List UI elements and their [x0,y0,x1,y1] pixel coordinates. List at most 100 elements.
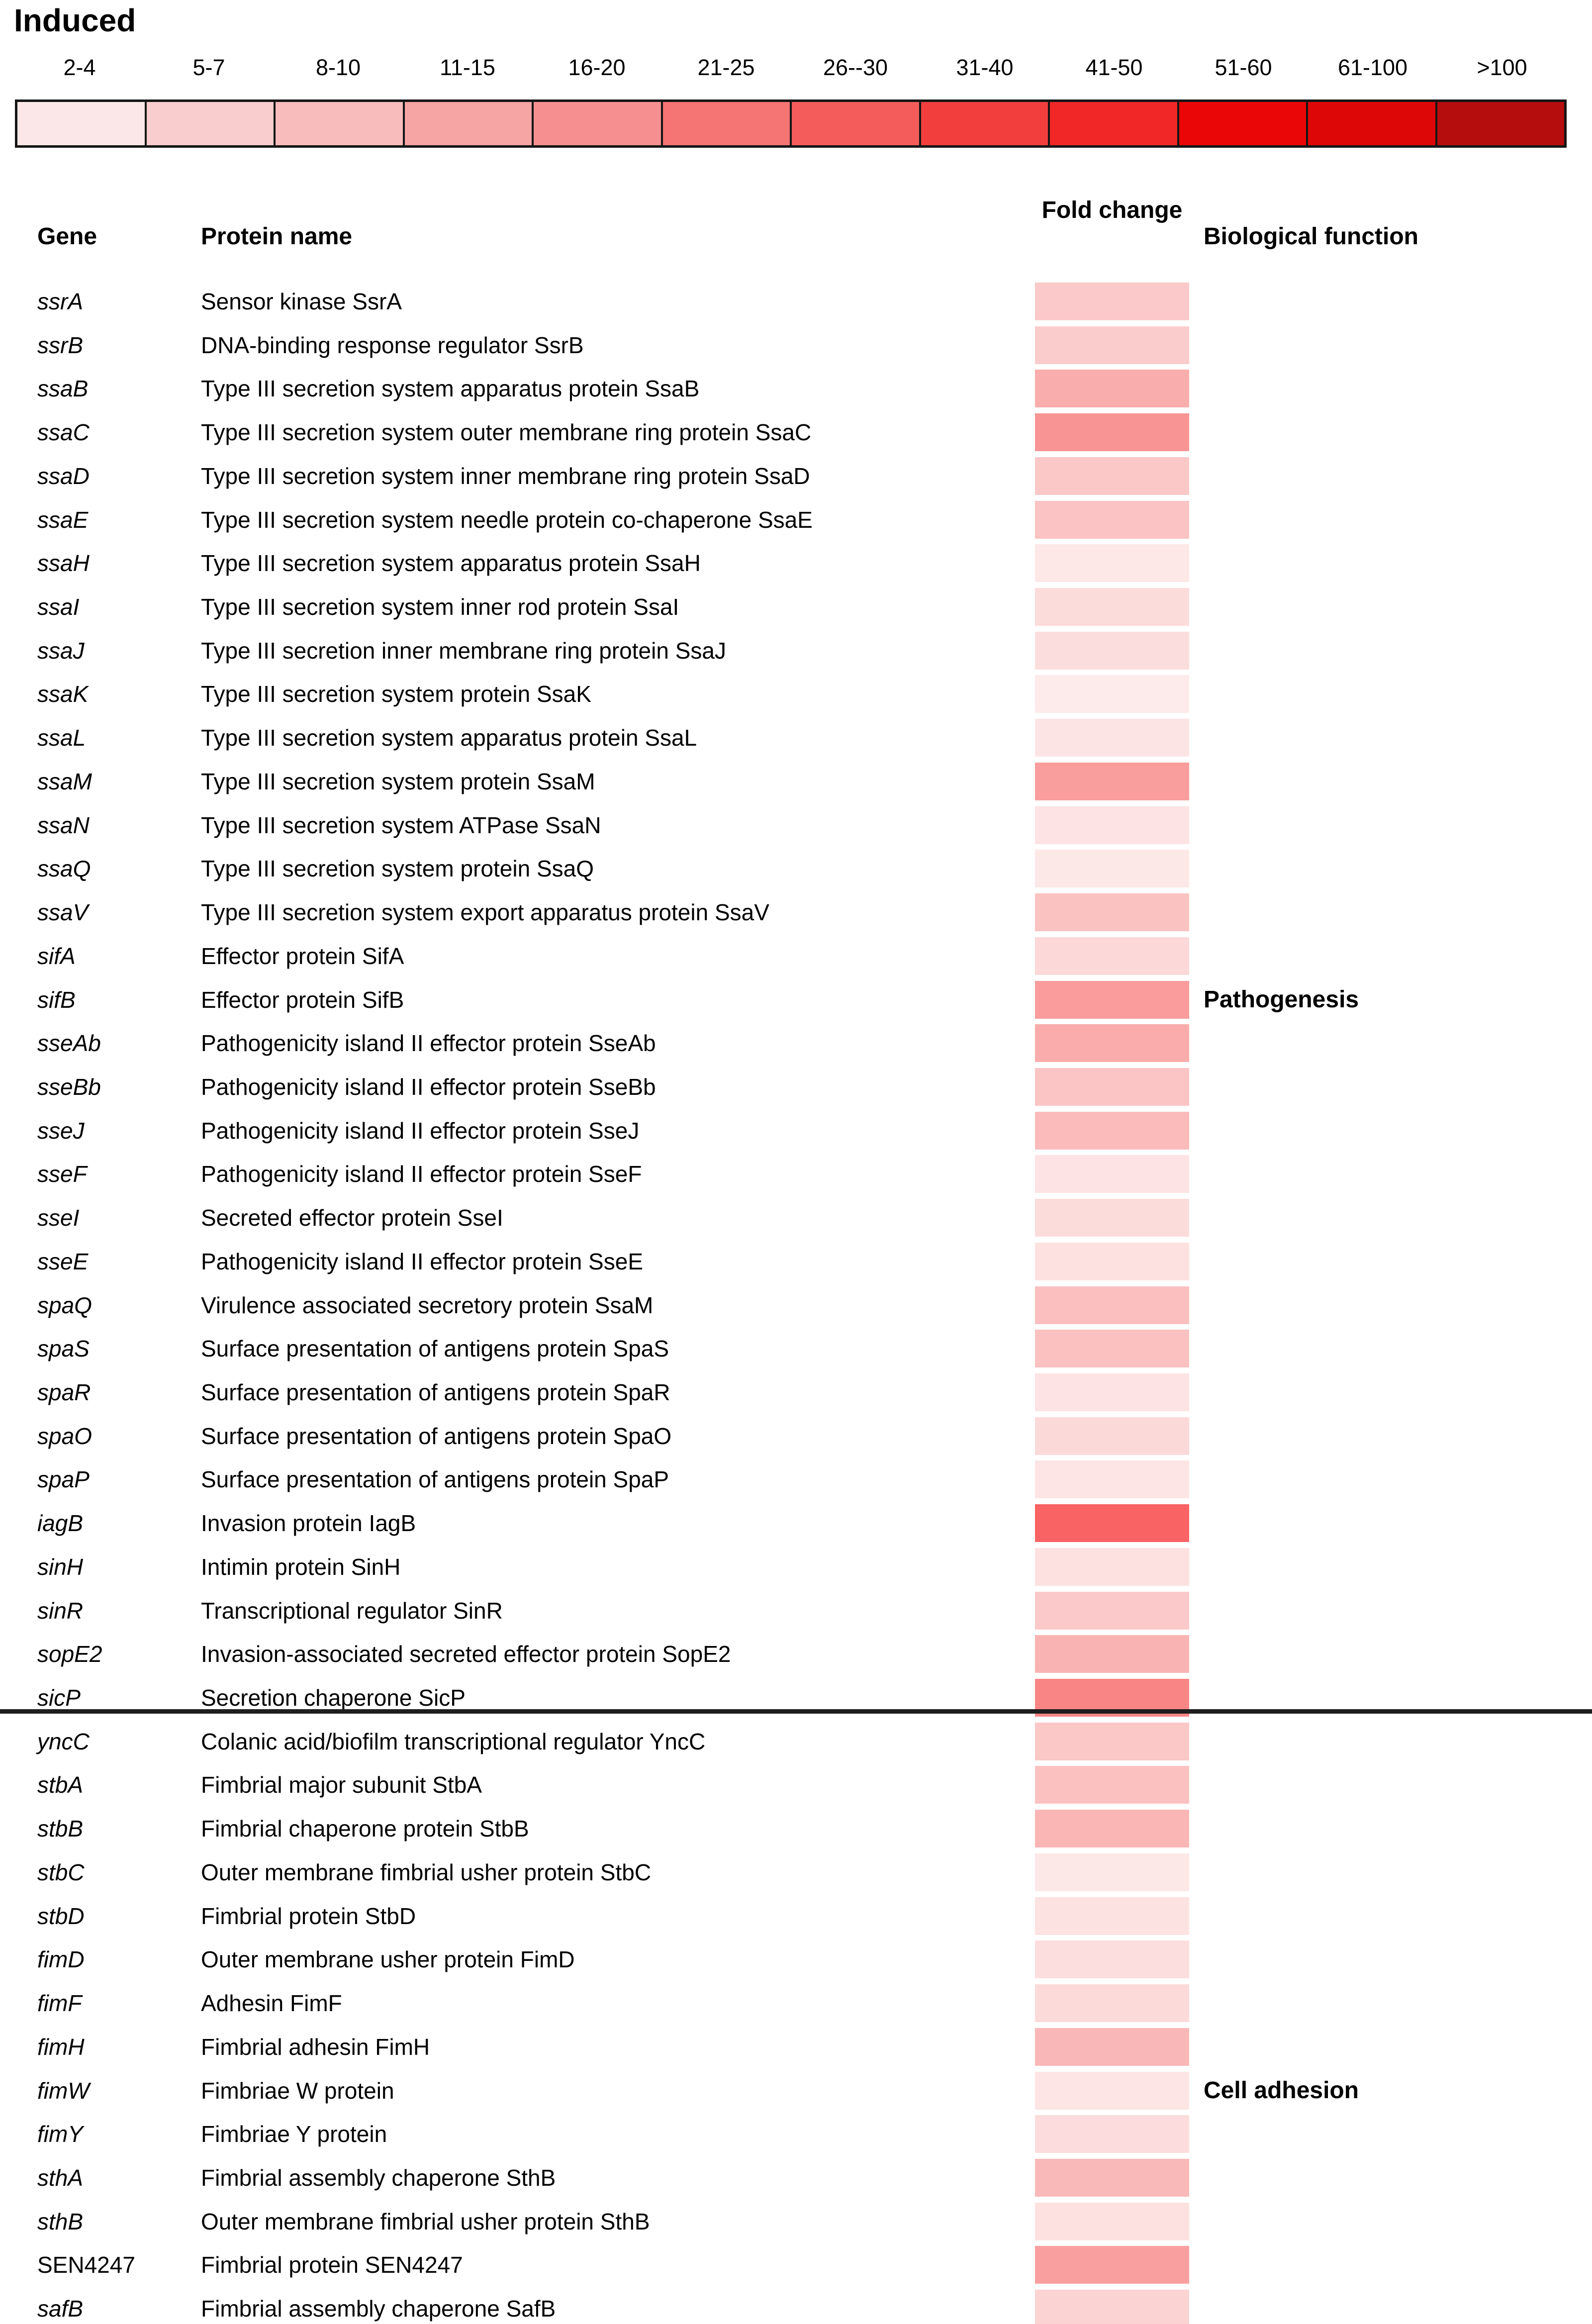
fold-change-cell [1035,1635,1189,1673]
table-row: ssaI Type III secretion system inner rod … [0,585,1592,629]
protein-name: Surface presentation of antigens protein… [201,1379,670,1405]
table-row: sseJ Pathogenicity island II effector pro… [0,1109,1592,1153]
protein-name: Fimbrial protein StbD [201,1903,416,1929]
fold-change-cell [1035,283,1189,320]
fold-change-cell [1035,1024,1189,1063]
gene-name: ssaD [37,463,90,489]
table-row: sthB Outer membrane fimbrial usher protei… [0,2200,1592,2243]
table-row: ssaL Type III secretion system apparatus … [0,716,1592,760]
legend-bin-cell [790,102,919,145]
table-row: spaS Surface presentation of antigens pro… [0,1327,1592,1370]
legend-bin-cell [274,102,403,145]
legend-bin-label: 16-20 [568,55,626,80]
legend-bin-label: 2-4 [63,55,96,80]
protein-name: Invasion-associated secreted effector pr… [201,1641,731,1667]
protein-name: Type III secretion system apparatus prot… [201,550,701,577]
legend-bar [15,99,1567,148]
fold-change-cell [1035,1810,1189,1848]
fold-change-cell [1035,1373,1189,1411]
protein-name: Fimbrial chaperone protein StbB [201,1816,529,1842]
gene-name: ssrA [37,289,83,314]
gene-name: stbB [37,1816,84,1842]
table-row: ssaH Type III secretion system apparatus … [0,541,1592,585]
protein-name: Type III secretion system protein SsaM [201,768,595,794]
fold-change-cell [1035,1504,1189,1543]
fold-change-cell [1035,1067,1189,1106]
gene-name: sifB [37,986,76,1013]
gene-name: ssaJ [37,637,85,664]
fold-change-cell [1035,850,1189,888]
table-row: sinH Intimin protein SinH [0,1545,1592,1589]
gene-name: ssaL [37,725,86,751]
gene-name: sseF [37,1161,87,1187]
table-row: spaR Surface presentation of antigens pro… [0,1370,1592,1414]
table-row: sifA Effector protein SifA [0,934,1592,978]
gene-name: spaO [37,1423,92,1449]
gene-name: sseAb [37,1030,101,1057]
protein-name: Surface presentation of antigens protein… [201,1466,669,1493]
table-row: sseF Pathogenicity island II effector pro… [0,1152,1592,1196]
legend-bin-cell [660,102,790,145]
fold-change-cell [1035,1155,1189,1193]
legend-bin-label: 5-7 [192,55,225,80]
table-row: ssaV Type III secretion system export app… [0,890,1592,934]
protein-name: Secretion chaperone SicP [201,1685,466,1711]
protein-name: Secreted effector protein SseI [201,1205,503,1231]
fold-change-cell [1035,675,1189,713]
fold-change-cell [1035,1199,1189,1237]
fold-change-cell [1035,1111,1189,1150]
gene-name: fimY [37,2121,83,2147]
gene-name: sopE2 [37,1641,102,1667]
protein-name: Pathogenicity island II effector protein… [201,1030,656,1057]
protein-name: Virulence associated secretory protein S… [201,1292,654,1318]
protein-name: Pathogenicity island II effector protein… [201,1161,642,1187]
legend-bin-cell [17,102,145,145]
table-row: ssaD Type III secretion system inner memb… [0,454,1592,498]
gene-name: fimW [37,2077,90,2104]
fold-change-cell [1035,1766,1189,1804]
table-row: sseBb Pathogenicity island II effector pr… [0,1065,1592,1109]
gene-name: ssaB [37,376,89,402]
protein-name: Invasion protein IagB [201,1510,416,1537]
protein-name: Adhesin FimF [201,1990,342,2017]
legend-bin-label: 41-50 [1085,55,1143,80]
table-row: stbB Fimbrial chaperone protein StbB [0,1807,1592,1850]
legend-bin-cell [1177,102,1306,145]
fold-change-cell [1035,2202,1189,2240]
gene-name: sseJ [37,1117,85,1144]
gene-name: sinH [37,1553,84,1580]
legend-bin-label: 61-100 [1337,55,1408,80]
protein-name: Type III secretion system needle protein… [201,506,813,533]
table-row: stbC Outer membrane fimbrial usher protei… [0,1850,1592,1894]
gene-name: sifA [37,943,76,969]
gene-name: ssaI [37,594,80,620]
fold-change-cell [1035,2071,1189,2110]
gene-name: sthB [37,2208,84,2234]
table-row: ssaQ Type III secretion system protein Ss… [0,847,1592,890]
protein-name: Effector protein SifA [201,943,404,969]
gene-name: ssaH [37,550,90,577]
table-row: ssaB Type III secretion system apparatus … [0,367,1592,410]
fold-change-cell [1035,1548,1189,1586]
protein-name: Surface presentation of antigens protein… [201,1336,669,1362]
protein-name: Pathogenicity island II effector protein… [201,1073,656,1100]
protein-name: Intimin protein SinH [201,1553,401,1580]
gene-name: ssaQ [37,856,91,882]
gene-name: stbC [37,1859,85,1885]
legend-bin-label: 51-60 [1215,55,1272,80]
table-row: ssaC Type III secretion system outer memb… [0,410,1592,454]
protein-name: Colanic acid/biofilm transcriptional reg… [201,1728,706,1754]
gene-name: stbA [37,1772,84,1798]
col-header-gene: Gene [37,223,97,250]
gene-name: sseI [37,1205,80,1231]
protein-name: Pathogenicity island II effector protein… [201,1248,644,1274]
protein-name: Type III secretion inner membrane ring p… [201,637,726,664]
table-row: fimF Adhesin FimF [0,1981,1592,2025]
gene-name: spaQ [37,1292,92,1318]
legend-bin-label: 8-10 [315,55,361,80]
table-row: ssaE Type III secretion system needle pro… [0,498,1592,542]
table-row: ssrA Sensor kinase SsrA [0,280,1592,323]
table-row: sinR Transcriptional regulator SinR [0,1589,1592,1633]
gene-name: spaP [37,1466,90,1493]
legend-bin-cell [1435,102,1564,145]
